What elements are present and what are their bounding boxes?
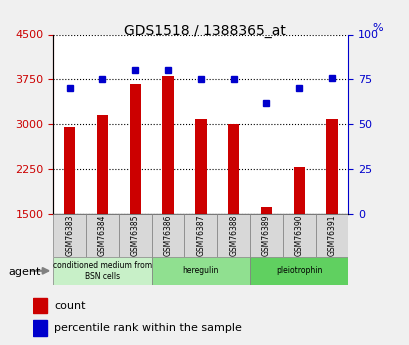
Text: %: % [371, 23, 382, 33]
FancyBboxPatch shape [53, 214, 86, 257]
Bar [227, 124, 239, 214]
FancyBboxPatch shape [249, 257, 348, 285]
FancyBboxPatch shape [249, 214, 282, 257]
FancyBboxPatch shape [217, 214, 249, 257]
Text: percentile rank within the sample: percentile rank within the sample [54, 323, 242, 333]
Text: GSM76387: GSM76387 [196, 215, 205, 256]
Text: GSM76391: GSM76391 [327, 215, 336, 256]
Bar [260, 207, 272, 214]
Bar [33, 320, 47, 336]
Bar [293, 167, 304, 214]
Bar [33, 298, 47, 313]
Text: GSM76384: GSM76384 [98, 215, 107, 256]
Bar [64, 127, 75, 214]
Text: GSM76383: GSM76383 [65, 215, 74, 256]
Text: heregulin: heregulin [182, 266, 218, 275]
Bar [129, 83, 141, 214]
Text: conditioned medium from
BSN cells: conditioned medium from BSN cells [53, 261, 152, 280]
Bar [162, 76, 173, 214]
FancyBboxPatch shape [184, 214, 217, 257]
FancyBboxPatch shape [151, 257, 249, 285]
FancyBboxPatch shape [53, 257, 151, 285]
FancyBboxPatch shape [151, 214, 184, 257]
Text: pleiotrophin: pleiotrophin [275, 266, 322, 275]
FancyBboxPatch shape [86, 214, 119, 257]
Bar [195, 119, 206, 214]
Text: GSM76389: GSM76389 [261, 215, 270, 256]
FancyBboxPatch shape [119, 214, 151, 257]
Text: GSM76388: GSM76388 [229, 215, 238, 256]
Text: agent: agent [8, 267, 40, 276]
Bar [326, 119, 337, 214]
Text: GSM76390: GSM76390 [294, 215, 303, 256]
Text: count: count [54, 301, 86, 311]
Text: GSM76386: GSM76386 [163, 215, 172, 256]
Text: GSM76385: GSM76385 [130, 215, 139, 256]
Text: GDS1518 / 1388365_at: GDS1518 / 1388365_at [124, 24, 285, 38]
FancyBboxPatch shape [282, 214, 315, 257]
FancyBboxPatch shape [315, 214, 348, 257]
Bar [97, 115, 108, 214]
